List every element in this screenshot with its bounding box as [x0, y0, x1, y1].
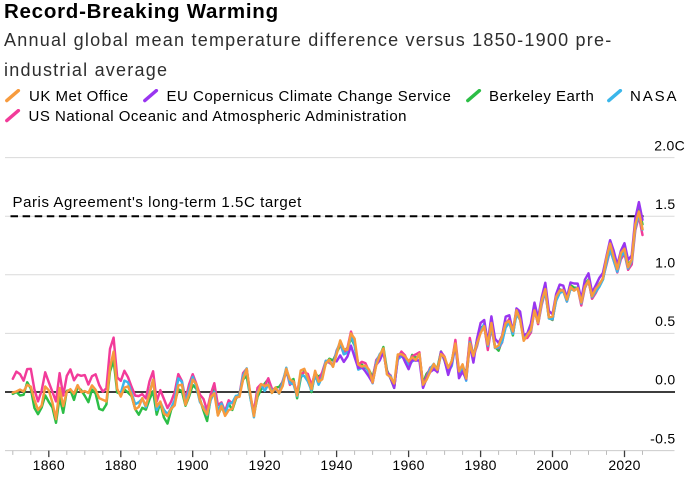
svg-text:1920: 1920: [249, 457, 281, 473]
svg-text:-0.5: -0.5: [650, 430, 675, 446]
svg-text:2020: 2020: [608, 457, 640, 473]
svg-text:1860: 1860: [33, 457, 65, 473]
svg-text:1.0: 1.0: [655, 255, 675, 271]
svg-text:0.5: 0.5: [655, 313, 675, 329]
svg-text:2000: 2000: [536, 457, 568, 473]
svg-text:1.5: 1.5: [655, 196, 675, 212]
svg-text:1960: 1960: [392, 457, 424, 473]
svg-text:2.0C: 2.0C: [654, 137, 685, 153]
svg-text:0.0: 0.0: [655, 372, 675, 388]
svg-text:1980: 1980: [464, 457, 496, 473]
svg-text:1880: 1880: [105, 457, 137, 473]
svg-text:1900: 1900: [177, 457, 209, 473]
svg-text:1940: 1940: [320, 457, 352, 473]
